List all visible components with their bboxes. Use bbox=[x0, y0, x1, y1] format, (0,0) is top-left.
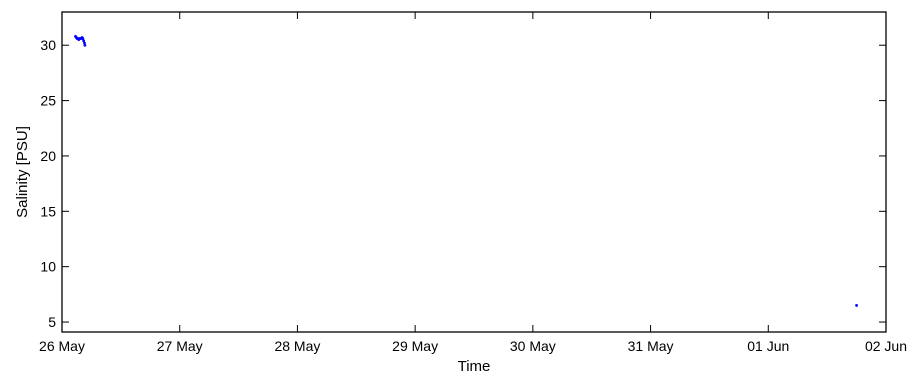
x-tick-label: 02 Jun bbox=[865, 338, 907, 354]
data-point bbox=[82, 39, 86, 43]
x-axis-label: Time bbox=[458, 358, 491, 375]
y-axis-label: Salinity [PSU] bbox=[14, 126, 31, 218]
data-points-layer bbox=[74, 34, 858, 307]
data-point bbox=[83, 41, 86, 45]
x-tick-label: 01 Jun bbox=[747, 338, 789, 354]
data-point bbox=[855, 304, 858, 307]
x-tick-label: 31 May bbox=[628, 338, 674, 354]
x-tick-label: 28 May bbox=[274, 338, 320, 354]
x-tick-label: 30 May bbox=[510, 338, 556, 354]
x-tick-label: 29 May bbox=[392, 338, 438, 354]
plot-area bbox=[62, 12, 886, 332]
data-point bbox=[81, 37, 85, 40]
plot-frame bbox=[61, 11, 887, 333]
x-tick-label: 26 May bbox=[39, 338, 85, 354]
y-tick-label: 20 bbox=[40, 148, 56, 164]
y-tick-label: 25 bbox=[40, 93, 56, 109]
y-tick-label: 30 bbox=[40, 37, 56, 53]
y-tick-label: 15 bbox=[40, 203, 56, 219]
ticks-layer: 26 May 27 May 28 May 29 May 30 May 31 May 01 J… bbox=[39, 12, 907, 354]
data-point bbox=[83, 43, 87, 47]
y-tick-label: 10 bbox=[40, 259, 56, 275]
y-tick-label: 5 bbox=[48, 314, 56, 330]
x-tick-label: 27 May bbox=[157, 338, 203, 354]
